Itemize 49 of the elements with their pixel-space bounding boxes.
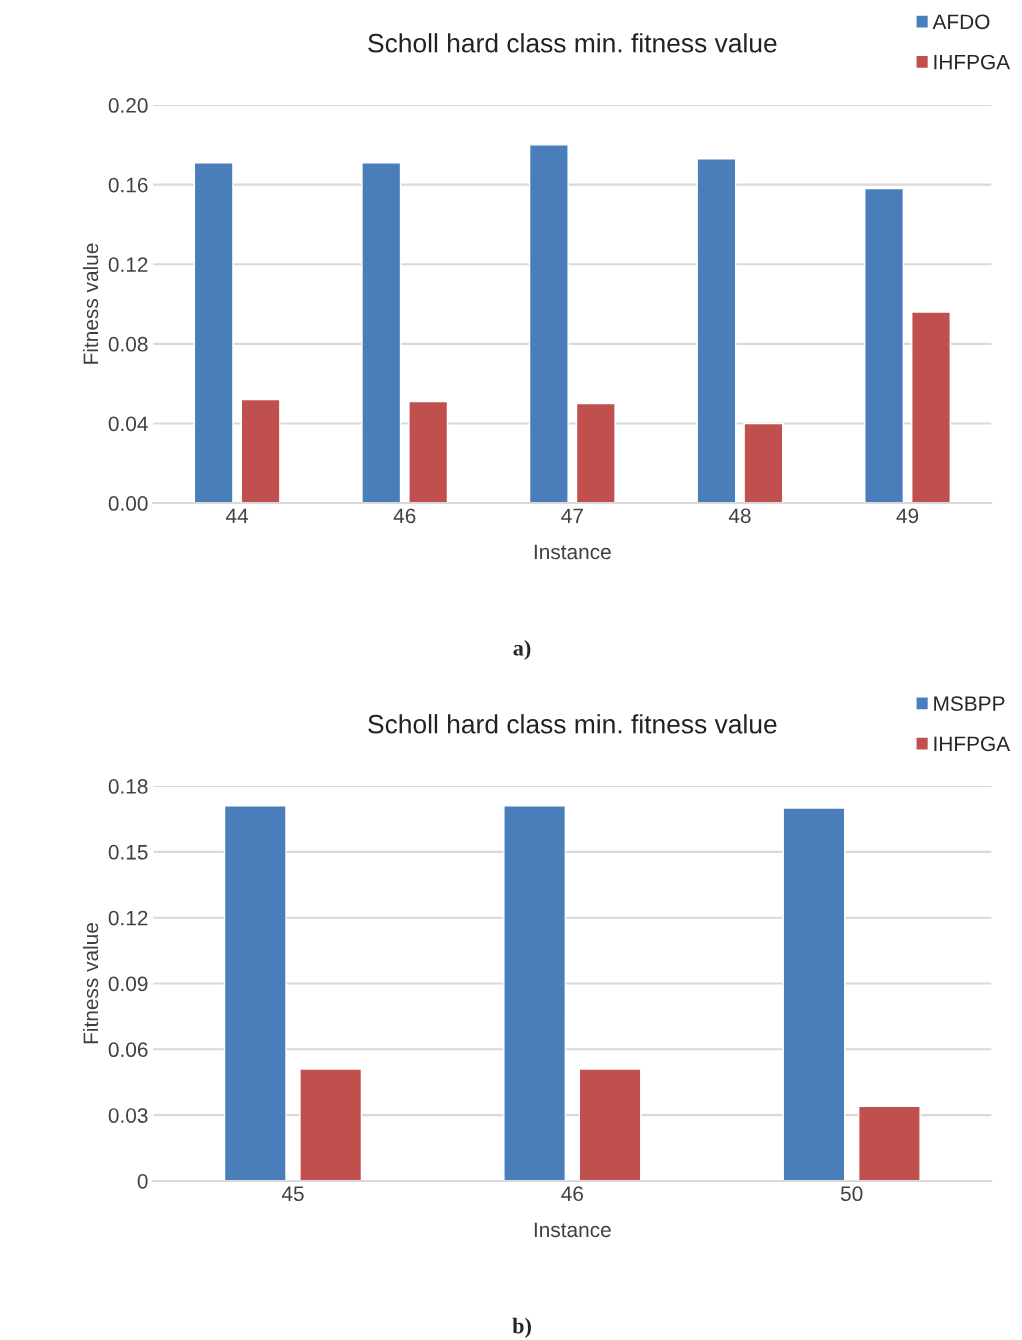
- y-tick-label: 0.12: [108, 910, 148, 926]
- bar: [864, 187, 905, 504]
- y-tick-label: 0.18: [108, 779, 148, 794]
- bar: [575, 402, 616, 504]
- chart-title: Scholl hard class min. fitness value: [368, 714, 777, 734]
- x-tick-label: 46: [393, 508, 416, 524]
- y-tick-label: 0.09: [108, 976, 148, 992]
- y-tick-label: 0.20: [108, 98, 148, 113]
- legend-label: IHFPGA: [934, 736, 1011, 752]
- legend-label: MSBPP: [934, 696, 1005, 711]
- y-tick-label: 0.04: [108, 416, 148, 432]
- bar: [782, 807, 846, 1181]
- bar: [408, 400, 449, 504]
- x-tick-label: 48: [728, 508, 751, 524]
- bar: [240, 398, 281, 504]
- x-axis-title: Instance: [534, 1222, 611, 1238]
- x-tick-label: 50: [840, 1186, 863, 1202]
- x-tick-label: 44: [226, 508, 249, 523]
- bar: [528, 144, 569, 504]
- x-axis-title: Instance: [534, 544, 611, 560]
- bar: [696, 158, 737, 504]
- bar: [193, 162, 234, 504]
- x-tick-label: 46: [561, 1186, 583, 1202]
- chart-title: Scholl hard class min. fitness value: [368, 33, 777, 53]
- y-tick-label: 0.12: [108, 257, 148, 272]
- bar: [299, 1068, 363, 1181]
- y-tick-label: 0.16: [108, 177, 148, 193]
- bar: [911, 311, 951, 504]
- y-tick-label: 0.06: [108, 1042, 148, 1058]
- bar: [743, 422, 784, 504]
- bar: [857, 1105, 921, 1181]
- y-tick-label: 0.08: [108, 336, 148, 352]
- bar: [503, 805, 567, 1181]
- y-axis-title: Fitness value: [82, 923, 99, 1044]
- y-tick-label: 0.00: [108, 496, 148, 511]
- y-tick-label: 0.03: [108, 1108, 148, 1123]
- x-tick-label: 49: [896, 508, 919, 524]
- legend-label: IHFPGA: [934, 54, 1011, 70]
- text: a): [513, 639, 531, 661]
- y-tick-label: 0: [137, 1173, 148, 1189]
- text: b): [512, 1317, 531, 1339]
- bar: [223, 805, 287, 1181]
- bar: [578, 1068, 642, 1181]
- y-tick-label: 0.15: [108, 844, 148, 860]
- x-tick-label: 47: [561, 508, 583, 523]
- x-tick-label: 45: [281, 1186, 304, 1202]
- bar: [361, 162, 402, 504]
- legend-label: AFDO: [932, 14, 990, 30]
- y-axis-title: Fitness value: [82, 243, 99, 364]
